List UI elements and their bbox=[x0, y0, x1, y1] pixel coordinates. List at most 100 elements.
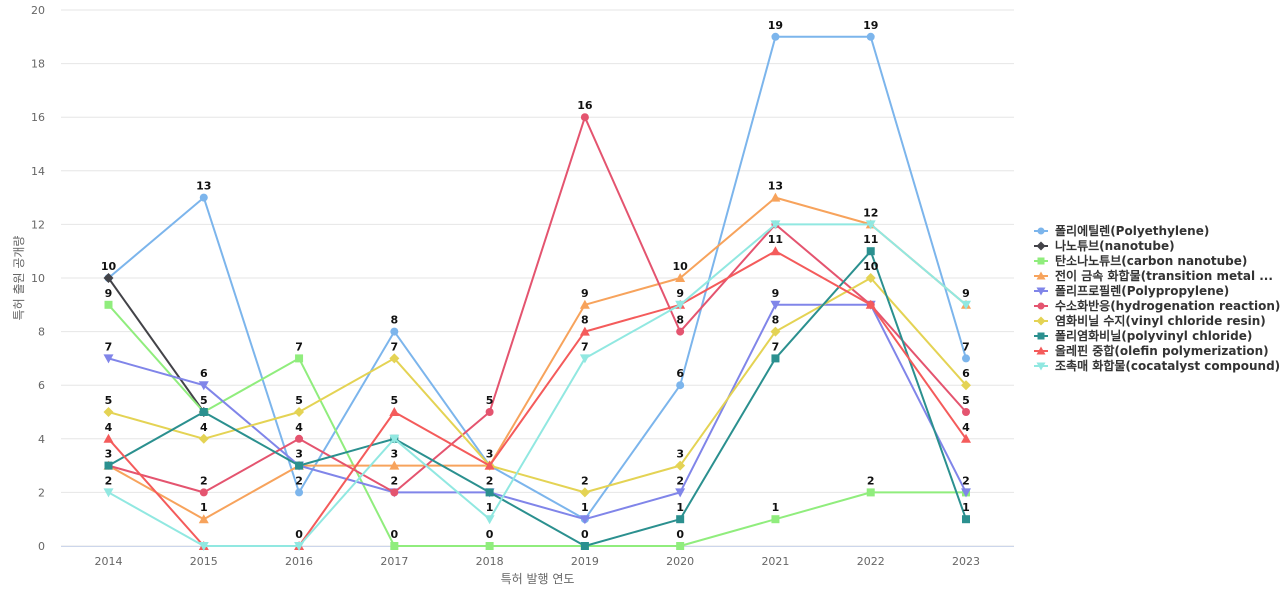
data-point bbox=[199, 193, 208, 202]
legend-item[interactable]: 폴리에틸렌(Polyethylene) bbox=[1034, 223, 1209, 238]
legend-item[interactable]: 폴리프로필렌(Polypropylene) bbox=[1034, 283, 1229, 298]
legend-label: 염화비닐 수지(vinyl chloride resin) bbox=[1055, 313, 1266, 328]
data-label: 1 bbox=[581, 501, 589, 514]
data-label: 12 bbox=[863, 206, 878, 219]
data-point bbox=[579, 515, 590, 525]
legend-item[interactable]: 조촉매 화합물(cocatalyst compound) bbox=[1034, 358, 1280, 373]
data-point bbox=[865, 273, 876, 283]
data-point bbox=[771, 32, 780, 41]
data-point bbox=[199, 488, 208, 497]
data-point bbox=[580, 113, 589, 122]
data-point bbox=[484, 460, 495, 470]
data-label: 3 bbox=[295, 448, 303, 461]
data-label: 11 bbox=[768, 233, 783, 246]
data-label: 10 bbox=[673, 260, 689, 273]
data-label: 2 bbox=[295, 474, 303, 487]
data-point bbox=[770, 220, 781, 230]
data-label: 8 bbox=[581, 314, 589, 327]
series-3 bbox=[103, 192, 971, 524]
legend-item[interactable]: 올레핀 중합(olefin polymerization) bbox=[1034, 343, 1269, 358]
legend-label: 폴리염화비닐(polyvinyl chloride) bbox=[1055, 328, 1252, 343]
data-label: 3 bbox=[676, 448, 684, 461]
data-point bbox=[675, 460, 686, 471]
legend-label: 탄소나노튜브(carbon nanotube) bbox=[1055, 253, 1247, 268]
data-point bbox=[295, 488, 304, 497]
y-tick-label: 18 bbox=[31, 58, 45, 71]
data-point bbox=[198, 381, 209, 391]
data-point bbox=[295, 354, 304, 363]
legend-marker bbox=[1036, 316, 1046, 326]
x-tick-label: 2017 bbox=[380, 555, 408, 568]
data-point bbox=[676, 515, 685, 524]
legend-marker bbox=[1037, 302, 1045, 310]
data-label: 2 bbox=[676, 474, 684, 487]
legend-item[interactable]: 수소화반응(hydrogenation reaction) bbox=[1034, 298, 1280, 313]
data-point bbox=[770, 246, 781, 256]
series-9 bbox=[103, 220, 971, 551]
data-point bbox=[295, 434, 304, 443]
legend-item[interactable]: 탄소나노튜브(carbon nanotube) bbox=[1034, 253, 1247, 268]
legend-marker bbox=[1036, 271, 1046, 280]
data-point bbox=[675, 300, 686, 310]
legend-item[interactable]: 폴리염화비닐(polyvinyl chloride) bbox=[1034, 328, 1252, 343]
data-label: 3 bbox=[486, 448, 494, 461]
y-tick-label: 8 bbox=[38, 326, 45, 339]
data-point bbox=[865, 220, 876, 230]
data-label: 5 bbox=[200, 394, 208, 407]
data-point bbox=[485, 408, 494, 416]
data-point bbox=[198, 433, 209, 444]
data-label: 9 bbox=[581, 287, 589, 300]
data-point bbox=[579, 326, 590, 336]
data-label: 8 bbox=[391, 314, 399, 327]
data-point bbox=[961, 433, 971, 443]
data-point bbox=[485, 488, 494, 497]
data-label: 11 bbox=[863, 233, 878, 246]
legend-item[interactable]: 나노튜브(nanotube) bbox=[1034, 238, 1175, 253]
data-point bbox=[675, 488, 686, 498]
data-point bbox=[198, 514, 209, 524]
data-label: 6 bbox=[200, 367, 208, 380]
data-point bbox=[484, 515, 495, 525]
x-tick-label: 2020 bbox=[666, 555, 694, 568]
data-label: 7 bbox=[772, 340, 780, 353]
data-point bbox=[771, 354, 780, 363]
y-axis-title: 특허 출원 공개량 bbox=[12, 236, 26, 321]
data-label: 4 bbox=[962, 421, 970, 434]
legend-label: 조촉매 화합물(cocatalyst compound) bbox=[1055, 358, 1280, 373]
data-point bbox=[104, 461, 113, 470]
data-label: 9 bbox=[105, 287, 113, 300]
legend-item[interactable]: 염화비닐 수지(vinyl chloride resin) bbox=[1034, 313, 1266, 328]
data-point bbox=[389, 460, 400, 470]
legend[interactable]: 폴리에틸렌(Polyethylene)나노튜브(nanotube)탄소나노튜브(… bbox=[1034, 223, 1280, 373]
data-point bbox=[866, 488, 875, 497]
data-label: 7 bbox=[105, 340, 113, 353]
data-point bbox=[676, 327, 685, 336]
legend-item[interactable]: 전이 금속 화합물(transition metal ... bbox=[1034, 268, 1273, 283]
data-point bbox=[770, 326, 781, 337]
data-label: 9 bbox=[962, 287, 970, 300]
x-tick-label: 2019 bbox=[571, 555, 599, 568]
data-point bbox=[579, 354, 590, 364]
data-point bbox=[198, 542, 209, 551]
grid-lines bbox=[61, 9, 1014, 547]
legend-marker bbox=[1036, 287, 1046, 296]
legend-label: 폴리프로필렌(Polypropylene) bbox=[1055, 283, 1229, 298]
x-tick-label: 2016 bbox=[285, 555, 313, 568]
y-tick-label: 10 bbox=[31, 272, 45, 285]
data-label: 8 bbox=[772, 314, 780, 327]
data-label: 0 bbox=[581, 528, 589, 541]
data-point bbox=[390, 542, 399, 550]
data-label: 0 bbox=[676, 528, 684, 541]
data-point bbox=[770, 300, 781, 310]
data-label: 2 bbox=[200, 474, 208, 487]
series-line bbox=[107, 250, 967, 547]
y-tick-label: 6 bbox=[38, 379, 45, 392]
data-point bbox=[866, 32, 875, 41]
data-label: 1 bbox=[962, 501, 970, 514]
data-label: 9 bbox=[676, 287, 684, 300]
legend-marker bbox=[1036, 346, 1046, 355]
data-label: 5 bbox=[962, 394, 970, 407]
data-point bbox=[675, 273, 686, 282]
